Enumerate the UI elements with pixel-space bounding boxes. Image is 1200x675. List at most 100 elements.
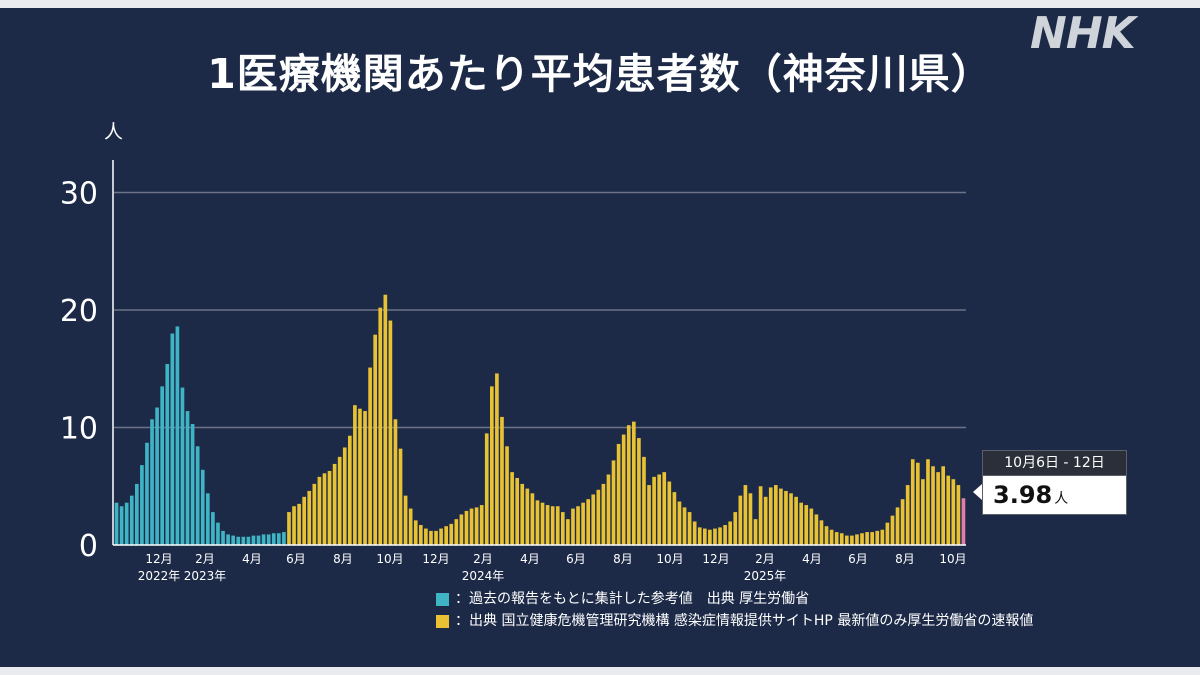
bar — [114, 502, 119, 545]
y-tick-label: 20 — [60, 294, 98, 329]
bar — [921, 479, 925, 545]
latest-value-callout: 10月6日 - 12日 3.98 人 — [973, 450, 1127, 515]
bar — [378, 307, 383, 545]
bar — [789, 493, 793, 545]
bar — [834, 532, 839, 545]
bar — [809, 508, 814, 545]
bar — [566, 519, 570, 545]
bar — [672, 492, 677, 546]
bar — [206, 493, 210, 545]
bar — [155, 407, 159, 545]
x-tick-month: 2月 — [755, 552, 775, 566]
bar — [444, 526, 448, 545]
x-tick-month: 2月 — [195, 552, 215, 566]
bar — [626, 425, 631, 545]
bar — [743, 485, 748, 545]
bar — [662, 472, 667, 545]
bar — [266, 534, 271, 545]
callout-unit: 人 — [1054, 491, 1069, 507]
bar — [413, 520, 418, 545]
bar — [348, 435, 352, 545]
bar — [510, 472, 514, 545]
bar — [601, 483, 606, 545]
bar — [353, 405, 357, 545]
bar — [571, 508, 575, 545]
bar — [180, 387, 185, 545]
bar — [261, 534, 266, 545]
callout-value-box: 3.98 人 — [982, 476, 1127, 515]
bar — [495, 373, 499, 545]
bar — [490, 386, 494, 546]
bar — [226, 534, 230, 545]
bar — [388, 320, 393, 545]
bar — [277, 533, 281, 545]
bar — [748, 493, 753, 545]
bar — [900, 499, 905, 545]
bar — [439, 528, 443, 545]
bar — [763, 496, 768, 545]
bar — [160, 386, 164, 546]
bar — [383, 294, 388, 545]
bar — [753, 519, 758, 545]
bar — [135, 483, 139, 545]
bar — [956, 485, 961, 545]
bar — [145, 442, 149, 545]
bar — [150, 419, 154, 545]
bar — [784, 490, 788, 545]
x-tick-month: 8月 — [333, 552, 353, 566]
x-tick-month: 10月 — [939, 552, 966, 566]
x-tick-month: 6月 — [286, 552, 306, 566]
bar — [332, 463, 337, 545]
legend-text-past: ：過去の報告をもとに集計した参考値 出典 厚生労働省 — [455, 591, 810, 607]
bar — [637, 438, 641, 545]
bar — [880, 529, 885, 545]
callout-value: 3.98 — [993, 481, 1053, 509]
bar — [464, 510, 469, 545]
bar — [393, 419, 398, 545]
frame-bottom-border — [0, 667, 1200, 675]
bar — [875, 530, 880, 545]
bar — [429, 530, 433, 545]
bar — [926, 459, 930, 545]
chart-title: 1医療機関あたり平均患者数（神奈川県） — [207, 50, 993, 98]
x-tick-month: 8月 — [895, 552, 915, 566]
bar — [403, 495, 408, 545]
bar — [241, 536, 246, 545]
bar — [708, 529, 712, 545]
bar — [839, 533, 844, 545]
bar — [256, 535, 261, 545]
y-tick-label: 0 — [79, 529, 98, 564]
bar — [302, 496, 306, 545]
bar — [611, 460, 616, 545]
bar — [647, 485, 651, 545]
bar — [895, 507, 900, 545]
bar — [931, 466, 935, 545]
bar — [596, 489, 601, 545]
bar — [936, 472, 940, 545]
bar — [905, 485, 910, 545]
bar — [500, 416, 504, 545]
bar — [697, 527, 702, 546]
bar — [951, 479, 956, 545]
bar — [819, 520, 824, 545]
frame-top-border — [0, 0, 1200, 8]
bar — [591, 494, 596, 545]
bar — [317, 476, 322, 545]
bar — [545, 505, 550, 545]
bar — [657, 474, 661, 545]
x-tick-year: 2022年 — [138, 569, 181, 583]
bar — [855, 534, 859, 545]
x-tick-month: 4月 — [802, 552, 822, 566]
bar — [561, 512, 565, 545]
bar — [606, 474, 611, 545]
bar — [484, 433, 489, 546]
bar — [550, 506, 555, 545]
bar — [733, 512, 738, 545]
bar — [271, 533, 276, 545]
bar — [419, 525, 423, 545]
bar — [165, 364, 170, 545]
bar — [129, 495, 134, 545]
bar — [211, 512, 215, 545]
bar — [632, 421, 636, 546]
bar — [535, 500, 540, 545]
